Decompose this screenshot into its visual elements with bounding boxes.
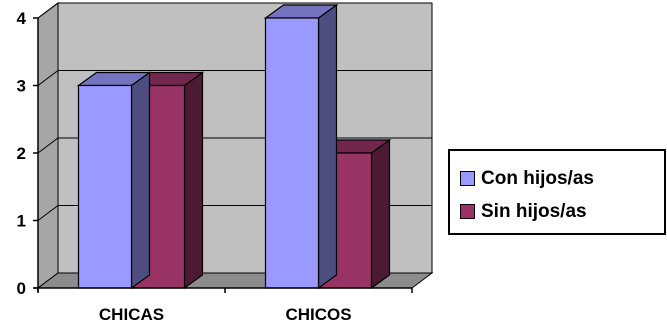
legend-label: Sin hijos/as [481, 200, 587, 222]
y-tick-label: 0 [17, 279, 26, 298]
y-tick-labels: 0 1 2 3 4 [17, 9, 27, 298]
y-tick-label: 4 [17, 9, 27, 28]
y-tick-label: 1 [17, 212, 26, 231]
legend: Con hijos/as Sin hijos/as [448, 149, 666, 235]
legend-swatch [460, 204, 475, 219]
category-label-chicas: CHICAS [99, 305, 164, 324]
y-tick-label: 3 [17, 77, 26, 96]
bar-chicos-con-hijos [263, 3, 339, 290]
legend-item: Sin hijos/as [460, 196, 664, 227]
x-category-labels: CHICAS CHICOS [99, 305, 352, 324]
axes [33, 17, 413, 293]
bar-chicas-con-hijos [76, 71, 152, 290]
bars [76, 3, 392, 290]
y-tick-label: 2 [17, 144, 26, 163]
legend-item: Con hijos/as [460, 163, 664, 194]
legend-swatch [460, 171, 475, 186]
category-label-chicos: CHICOS [285, 305, 351, 324]
gridline [37, 2, 432, 19]
legend-label: Con hijos/as [481, 167, 594, 189]
